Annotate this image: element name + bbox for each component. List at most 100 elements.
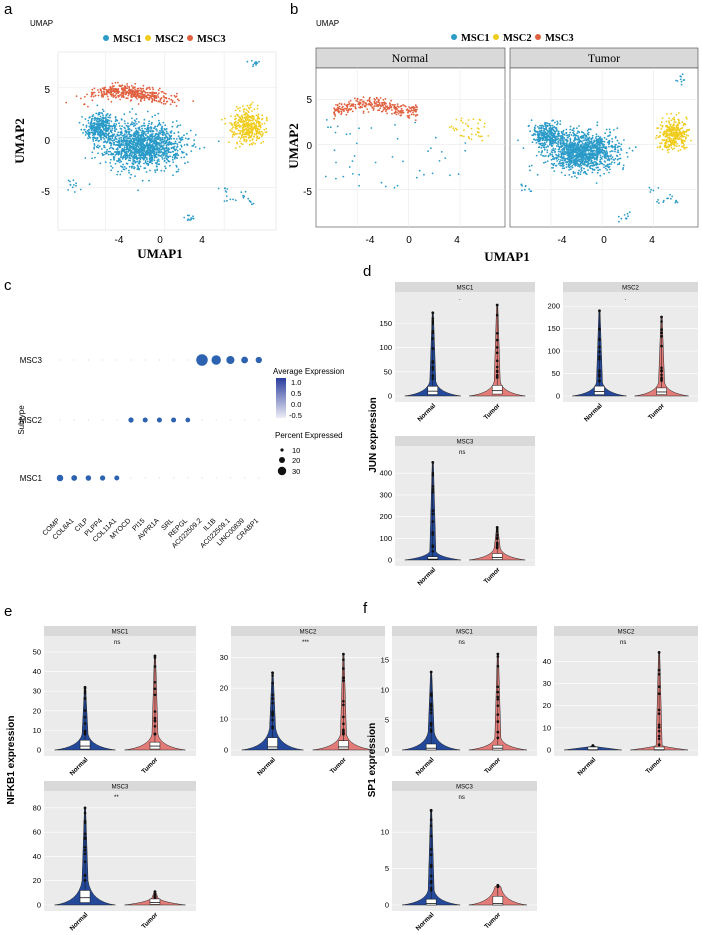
umap-point — [380, 181, 383, 184]
umap-point — [537, 138, 540, 141]
umap-point — [113, 141, 116, 144]
umap-point — [145, 150, 148, 153]
umap-point — [151, 144, 154, 147]
umap-point — [591, 137, 594, 139]
umap-point — [177, 124, 179, 127]
umap-point — [151, 100, 153, 103]
umap-point — [670, 142, 673, 145]
dotplot-dot — [130, 477, 132, 479]
umap-point — [540, 137, 543, 140]
umap-point — [559, 164, 562, 167]
umap-point — [244, 128, 247, 130]
umap-point — [416, 106, 418, 109]
umap-point — [123, 86, 126, 89]
umap-point — [109, 93, 112, 96]
umap-point — [679, 75, 682, 78]
umap-point — [550, 158, 553, 161]
umap-point — [659, 146, 661, 149]
umap-point — [169, 155, 172, 158]
umap-point — [414, 119, 417, 121]
umap-point — [610, 150, 613, 152]
umap-point — [587, 138, 589, 141]
umap-point — [235, 123, 238, 125]
umap-point — [151, 151, 154, 154]
umap-point — [88, 129, 90, 131]
umap-point — [568, 145, 571, 148]
umap-point — [528, 188, 531, 191]
umap-point — [617, 215, 620, 218]
umap-point — [143, 144, 146, 146]
umap-point — [598, 144, 601, 147]
dotplot-dot — [73, 359, 75, 361]
umap-point — [605, 128, 608, 131]
umap-point — [122, 94, 124, 97]
umap-point — [166, 149, 168, 152]
umap-point — [176, 149, 179, 152]
umap-point — [149, 88, 151, 91]
umap-point — [565, 128, 568, 131]
umap-point — [548, 143, 551, 146]
umap-point — [151, 143, 154, 146]
umap-point — [239, 137, 242, 140]
umap-point — [673, 119, 676, 121]
umap-point — [391, 112, 393, 115]
umap-point — [113, 85, 115, 88]
umap-point — [223, 187, 226, 190]
umap-point — [560, 153, 563, 156]
umap-point — [349, 99, 352, 102]
umap-point — [248, 127, 251, 129]
umap-point — [245, 132, 247, 135]
umap-point — [232, 132, 235, 135]
umap-point — [107, 89, 110, 91]
umap-point — [114, 120, 117, 123]
umap-point — [410, 113, 413, 116]
umap-point — [571, 164, 574, 167]
umap-point — [570, 145, 572, 148]
umap-point — [192, 215, 195, 218]
umap-point — [128, 142, 130, 145]
umap-point — [91, 151, 94, 154]
umap-point — [116, 150, 119, 153]
umap-point — [564, 139, 567, 141]
umap-point — [91, 117, 94, 120]
umap-point — [572, 140, 575, 142]
umap-point — [599, 158, 602, 161]
umap-point — [111, 133, 114, 136]
umap-point — [560, 152, 563, 155]
umap-point — [334, 115, 337, 117]
umap-point — [574, 142, 577, 145]
umap-point — [249, 115, 252, 118]
umap-point — [148, 86, 151, 89]
umap-point — [156, 161, 159, 164]
umap-point — [158, 144, 161, 146]
umap-point — [665, 130, 667, 133]
umap-point — [125, 167, 128, 170]
umap-point — [110, 95, 113, 97]
umap-point — [100, 90, 103, 93]
umap-point — [139, 165, 142, 168]
umap-point — [136, 160, 139, 163]
umap-point — [150, 123, 153, 125]
umap-point — [604, 161, 606, 163]
umap-point — [111, 139, 114, 142]
umap-point — [396, 103, 399, 105]
umap-point — [155, 91, 158, 94]
umap-point — [100, 129, 103, 132]
umap-point — [354, 103, 357, 106]
umap-point — [146, 153, 149, 156]
umap-point — [585, 135, 588, 138]
umap-point — [353, 155, 356, 157]
umap-point — [557, 137, 560, 140]
umap-point — [412, 106, 414, 109]
umap-point — [690, 139, 692, 142]
umap-point — [159, 99, 162, 101]
umap-point — [537, 126, 539, 128]
umap-point — [338, 105, 341, 108]
umap-point — [100, 138, 102, 141]
umap-a-legend: MSC1 MSC2 MSC3 — [103, 34, 226, 45]
umap-point — [530, 164, 533, 167]
umap-point — [258, 131, 261, 134]
umap-point — [675, 79, 677, 82]
dotplot-dot — [173, 477, 175, 479]
umap-point — [121, 132, 123, 135]
